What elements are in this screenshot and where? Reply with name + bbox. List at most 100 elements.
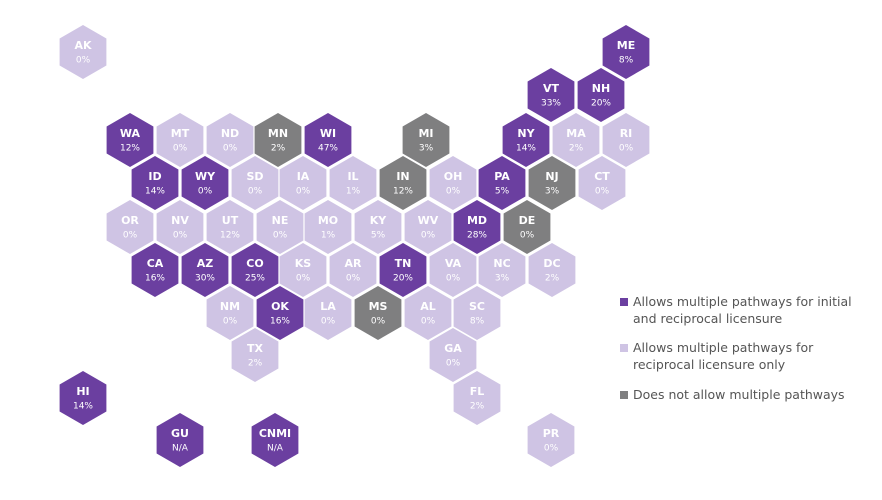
state-abbr: HI bbox=[76, 385, 89, 398]
state-value: 2% bbox=[569, 144, 584, 154]
state-value: 0% bbox=[421, 317, 436, 327]
state-value: 2% bbox=[470, 402, 485, 412]
state-abbr: ME bbox=[617, 39, 635, 52]
state-abbr: WA bbox=[120, 127, 141, 140]
hexagon bbox=[304, 113, 352, 167]
state-abbr: MN bbox=[268, 127, 288, 140]
state-tile: CA 16% bbox=[131, 243, 179, 297]
hexagon bbox=[231, 328, 279, 382]
state-tile: RI 0% bbox=[602, 113, 650, 167]
state-abbr: LA bbox=[320, 300, 336, 313]
hexagon bbox=[602, 113, 650, 167]
state-tile: OK 16% bbox=[256, 286, 304, 340]
state-abbr: AZ bbox=[197, 257, 214, 270]
state-abbr: CT bbox=[594, 170, 610, 183]
state-value: 33% bbox=[541, 99, 561, 109]
state-tile: MA 2% bbox=[552, 113, 600, 167]
state-tile: ME 8% bbox=[602, 25, 650, 79]
state-tile: AL 0% bbox=[404, 286, 452, 340]
state-value: N/A bbox=[172, 444, 189, 454]
hexagon bbox=[254, 113, 302, 167]
state-tile: KY 5% bbox=[354, 200, 402, 254]
state-abbr: NC bbox=[493, 257, 510, 270]
state-tile: VA 0% bbox=[429, 243, 477, 297]
state-value: 30% bbox=[195, 274, 215, 284]
state-value: 8% bbox=[470, 317, 485, 327]
state-abbr: MA bbox=[566, 127, 586, 140]
state-tile: MN 2% bbox=[254, 113, 302, 167]
state-abbr: FL bbox=[470, 385, 485, 398]
state-tile: KS 0% bbox=[279, 243, 327, 297]
state-tile: OR 0% bbox=[106, 200, 154, 254]
state-tile: IL 1% bbox=[329, 156, 377, 210]
state-abbr: IL bbox=[347, 170, 358, 183]
state-value: 14% bbox=[73, 402, 93, 412]
hexagon bbox=[329, 243, 377, 297]
state-value: 2% bbox=[545, 274, 560, 284]
state-value: 0% bbox=[76, 56, 91, 66]
hexagon bbox=[602, 25, 650, 79]
state-tile: WY 0% bbox=[181, 156, 229, 210]
state-value: 0% bbox=[421, 231, 436, 241]
state-value: 0% bbox=[371, 317, 386, 327]
state-tile: GU N/A bbox=[156, 413, 204, 467]
state-tile: TN 20% bbox=[379, 243, 427, 297]
legend-swatch bbox=[620, 344, 628, 352]
state-value: 0% bbox=[446, 187, 461, 197]
state-abbr: NY bbox=[517, 127, 535, 140]
hexagon bbox=[206, 200, 254, 254]
state-value: 0% bbox=[223, 144, 238, 154]
state-abbr: MD bbox=[467, 214, 487, 227]
state-abbr: SC bbox=[469, 300, 485, 313]
hexagon bbox=[502, 113, 550, 167]
hexagon bbox=[181, 156, 229, 210]
state-value: 12% bbox=[120, 144, 140, 154]
state-abbr: WY bbox=[195, 170, 216, 183]
state-value: 0% bbox=[346, 274, 361, 284]
hexagon bbox=[256, 286, 304, 340]
state-abbr: PA bbox=[494, 170, 510, 183]
state-tile: DE 0% bbox=[503, 200, 551, 254]
state-abbr: CNMI bbox=[259, 427, 291, 440]
hexagon bbox=[304, 200, 352, 254]
state-abbr: WV bbox=[418, 214, 439, 227]
hexagon bbox=[131, 243, 179, 297]
state-tile: AR 0% bbox=[329, 243, 377, 297]
state-tile: VT 33% bbox=[527, 68, 575, 122]
legend-swatch bbox=[620, 391, 628, 399]
state-abbr: IA bbox=[297, 170, 310, 183]
hexagon bbox=[402, 113, 450, 167]
state-value: 3% bbox=[545, 187, 560, 197]
state-tile: NC 3% bbox=[478, 243, 526, 297]
state-abbr: MS bbox=[369, 300, 388, 313]
state-abbr: OR bbox=[121, 214, 139, 227]
state-tile: PR 0% bbox=[527, 413, 575, 467]
state-tile: NH 20% bbox=[577, 68, 625, 122]
state-abbr: DE bbox=[519, 214, 536, 227]
state-value: 5% bbox=[371, 231, 386, 241]
hexagon bbox=[251, 413, 299, 467]
state-abbr: MO bbox=[318, 214, 338, 227]
hexagon bbox=[59, 371, 107, 425]
state-tile: MI 3% bbox=[402, 113, 450, 167]
state-value: 2% bbox=[248, 359, 263, 369]
state-abbr: UT bbox=[222, 214, 239, 227]
state-value: 3% bbox=[419, 144, 434, 154]
state-abbr: MT bbox=[171, 127, 190, 140]
hexagon bbox=[578, 156, 626, 210]
state-tile: IN 12% bbox=[379, 156, 427, 210]
state-value: 0% bbox=[619, 144, 634, 154]
state-value: 1% bbox=[321, 231, 336, 241]
state-abbr: MI bbox=[418, 127, 433, 140]
state-value: 0% bbox=[198, 187, 213, 197]
state-abbr: NM bbox=[220, 300, 240, 313]
state-value: 0% bbox=[173, 144, 188, 154]
state-value: 14% bbox=[516, 144, 536, 154]
state-tile: MS 0% bbox=[354, 286, 402, 340]
legend-item: Does not allow multiple pathways bbox=[620, 386, 860, 403]
state-abbr: NJ bbox=[545, 170, 558, 183]
state-abbr: OH bbox=[444, 170, 463, 183]
hexagon bbox=[453, 286, 501, 340]
hexagon bbox=[527, 413, 575, 467]
state-tile: NJ 3% bbox=[528, 156, 576, 210]
